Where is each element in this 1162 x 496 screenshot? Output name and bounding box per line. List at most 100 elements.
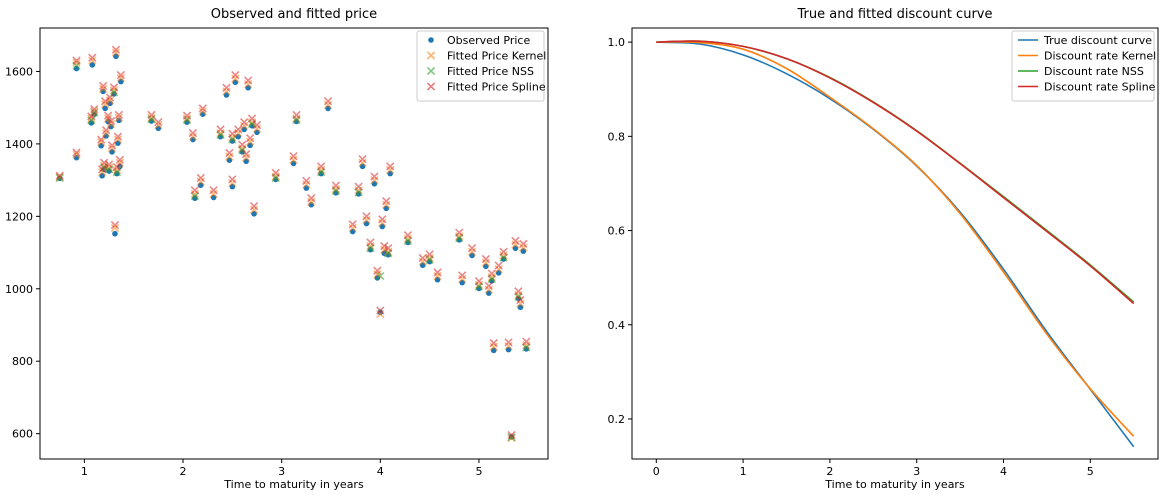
x-axis-label: Time to maturity in years [824,478,965,491]
scatter-point [484,285,493,294]
x-tick-label: 4 [377,465,384,478]
scatter-point [115,155,125,165]
x-tick-label: 2 [180,465,187,478]
scatter-point [316,165,326,175]
legend-marker [428,37,434,43]
scatter-point [113,132,123,141]
scatter-point [209,186,218,195]
line-chart: 0 1 2 3 4 5 0.2 0.4 0.6 0.8 1.0 True and fitted dis… [608,7,1159,491]
scatter-point [519,243,528,252]
scatter-point [154,118,163,127]
x-tick-label: 1 [81,465,88,478]
scatter-point [418,257,427,266]
scatter-point [425,253,434,263]
scatter-point [114,110,124,120]
legend-label: Fitted Price Kernel [447,50,546,63]
scatter-point [231,74,240,83]
scatter-point [55,171,64,180]
scatter-point [289,155,298,165]
scatter-point [511,236,520,246]
scatter-point [99,158,109,167]
legend-marker [426,51,436,60]
y-tick-label: 1200 [5,210,33,223]
scatter-point [112,162,122,172]
y-tick-label: 800 [12,355,33,368]
scatter-point [190,189,200,199]
y-tick-label: 600 [12,428,33,441]
scatter-point [110,220,120,230]
scatter-point [198,107,207,116]
scatter-point [245,137,255,146]
scatter-point [109,86,119,95]
x-tick-label: 1 [740,465,747,478]
scatter-point [323,100,333,109]
legend-label: Fitted Price NSS [447,65,534,78]
legend-label: Discount rate Spline [1044,81,1156,94]
scatter-point [72,56,81,65]
scatter-point [116,73,126,83]
x-tick-label: 5 [475,465,482,478]
scatter-point [522,337,531,346]
scatter-point [474,277,484,286]
scatter-point [106,116,116,126]
scatter-point [228,178,237,188]
legend-label: Observed Price [447,34,530,47]
scatter-point [87,112,96,121]
scatter-point [474,280,484,289]
scatter-point [292,114,301,123]
scatter-point [112,165,122,175]
x-axis-label: Time to maturity in years [223,478,364,491]
scatter-point [231,70,240,80]
scatter-point [90,104,99,114]
scatter-point [366,238,375,247]
legend-label: True discount curve [1043,34,1152,47]
scatter-point [228,129,237,138]
scatter-point [323,96,333,106]
legend-label: Discount rate Kernel [1044,50,1156,63]
scatter-point [354,182,363,191]
scatter-point [238,144,247,153]
scatter-point [362,215,371,225]
scatter-point [88,56,97,65]
x-tick-label: 5 [1087,465,1094,478]
scatter-point [455,228,464,237]
scatter-point [87,114,96,123]
scatter-point [504,338,513,347]
scatter-point [516,299,525,308]
scatter-point [522,341,531,350]
scatter-point [106,119,116,129]
x-tick-label: 2 [826,465,833,478]
scatter-point [247,118,257,127]
scatter-point [292,110,301,120]
chart-title: True and fitted discount curve [797,7,993,22]
legend-marker [426,66,436,76]
scatter-point [100,96,110,106]
legend-marker [426,82,436,91]
x-tick-label: 4 [1000,465,1007,478]
scatter-point [386,165,395,175]
scatter-point [234,125,243,134]
scatter-point [378,215,387,224]
scatter-point [96,137,106,147]
scatter-point [403,234,413,243]
scatter-point [105,93,115,102]
scatter-point [111,48,121,57]
scatter-point [373,266,382,275]
scatter-point [514,287,523,296]
scatter-point [88,53,97,62]
scatter-point [115,158,125,167]
y-tick-label: 0.2 [608,413,626,426]
y-tick-label: 1400 [5,138,33,151]
scatter-point [316,162,326,171]
scatter-point [245,133,255,143]
scatter-point [494,265,503,274]
scatter-point [302,176,311,186]
scatter-point [243,76,253,85]
scatter-point [481,258,491,267]
scatter-point [455,232,464,241]
legend-label: Fitted Price Spline [447,81,546,94]
y-tick-label: 1600 [5,65,33,78]
scatter-point [196,177,205,186]
scatter-point [362,212,371,221]
scatter-point [384,247,393,256]
